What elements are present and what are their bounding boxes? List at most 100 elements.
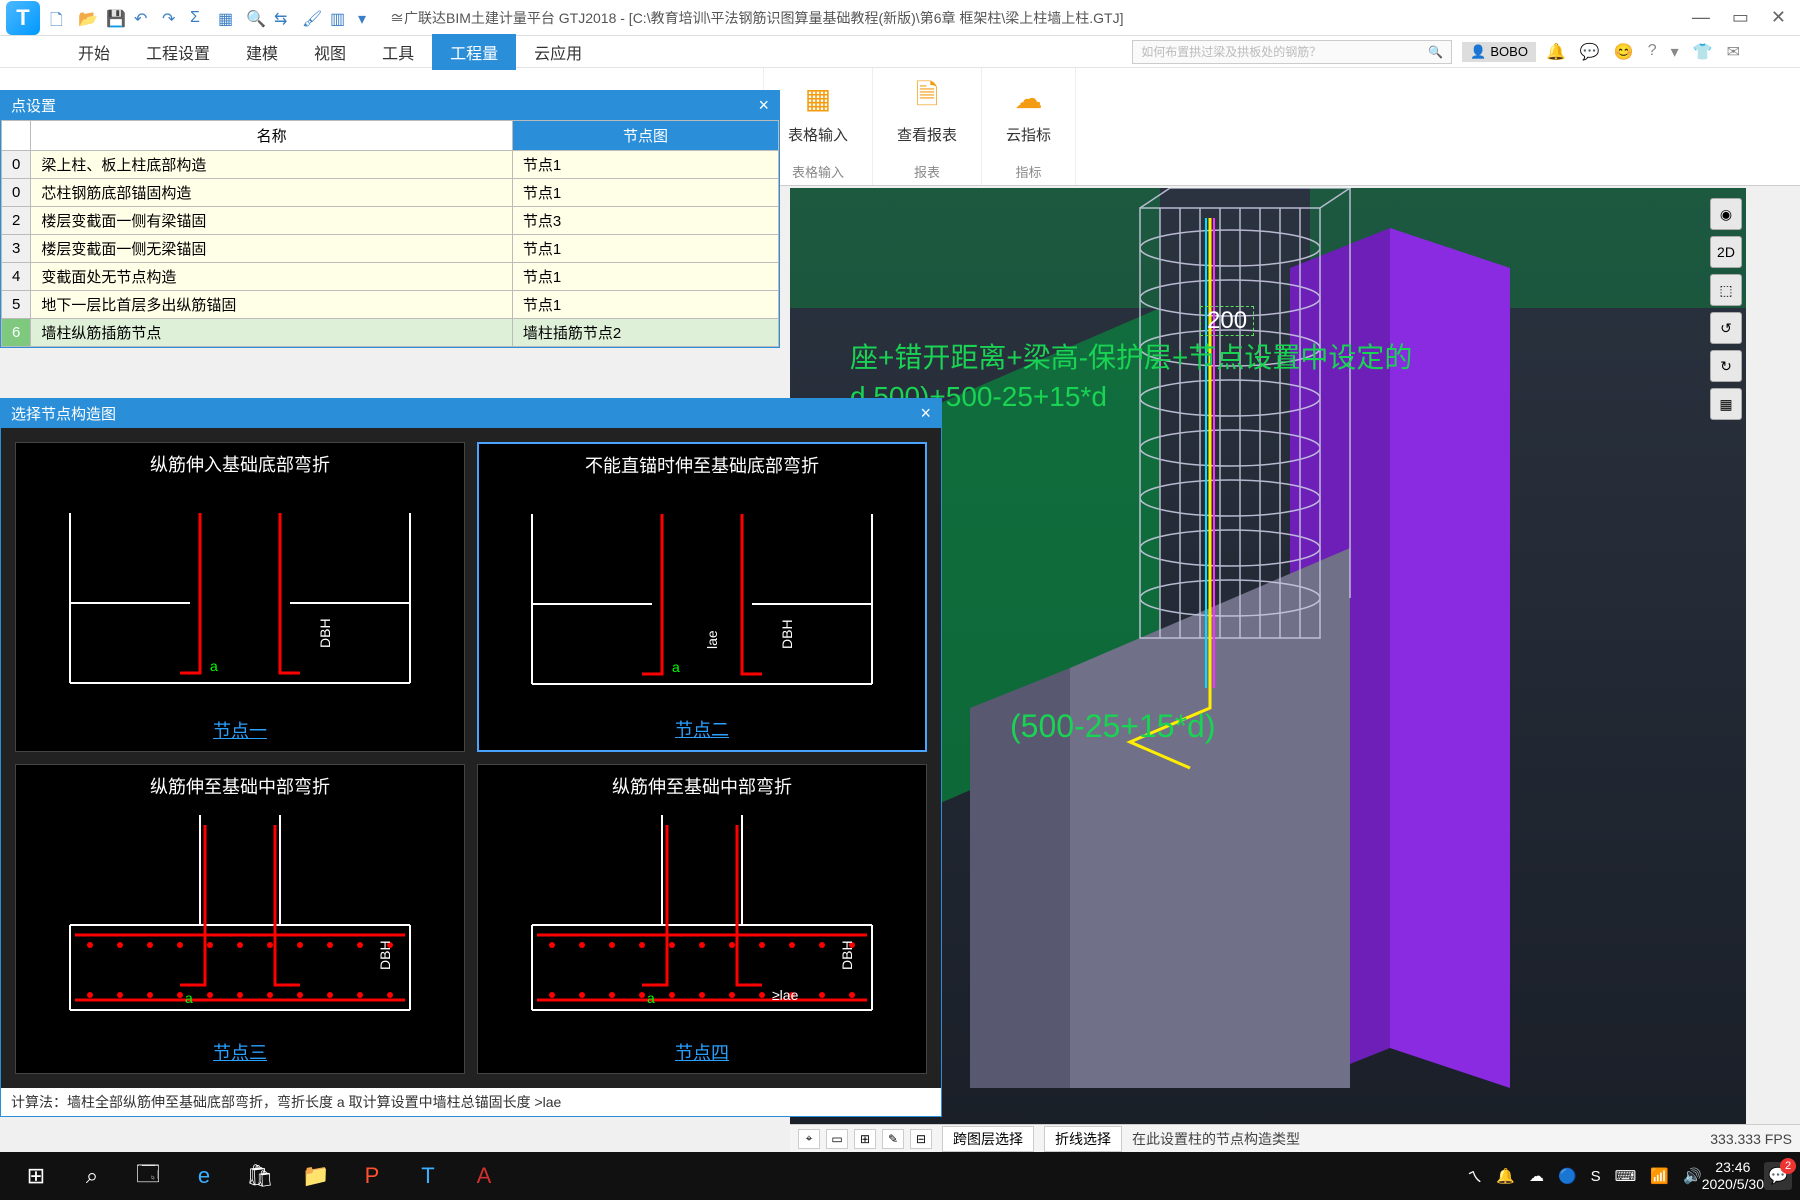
ribbon-group-label: 指标 — [1016, 162, 1042, 181]
statusbar-icon[interactable]: ✎ — [882, 1129, 904, 1149]
taskbar-item[interactable]: ⊞ — [8, 1152, 64, 1200]
taskbar-item[interactable]: A — [456, 1152, 512, 1200]
node-row[interactable]: 6墙柱纵筋插筋节点墙柱插筋节点2 — [2, 319, 779, 347]
viewport-tool[interactable]: ↺ — [1710, 312, 1742, 344]
clock[interactable]: 23:46 2020/5/30 — [1702, 1159, 1764, 1193]
node-row[interactable]: 4变截面处无节点构造节点1 — [2, 263, 779, 291]
diagram-footer-note: 计算法：墙柱全部纵筋伸至基础底部弯折，弯折长度 a 取计算设置中墙柱总锚固长度 … — [1, 1088, 941, 1116]
top-icon[interactable]: 😊 — [1614, 42, 1634, 62]
viewport-tool[interactable]: ▦ — [1710, 388, 1742, 420]
qat-swap-icon[interactable]: ⇆ — [274, 9, 292, 27]
viewport-tool[interactable]: ⬚ — [1710, 274, 1742, 306]
window-controls: — ▭ ✕ — [1692, 7, 1794, 28]
tray-icon[interactable]: 📶 — [1650, 1167, 1669, 1185]
ribbon-表格输入[interactable]: ▦表格输入 — [788, 78, 848, 145]
viewport-toolbar: ◉ 2D ⬚ ↺ ↻ ▦ — [1710, 198, 1746, 420]
tray-icon[interactable]: ☁ — [1529, 1167, 1544, 1185]
close-button[interactable]: ✕ — [1771, 7, 1786, 28]
qat-new-icon[interactable]: 🗋 — [50, 9, 68, 27]
polyline-select-button[interactable]: 折线选择 — [1044, 1126, 1122, 1152]
search-input[interactable]: 如何布置拱过梁及拱板处的钢筋？ 🔍 — [1132, 40, 1452, 64]
qat-brush-icon[interactable]: 🖌 — [302, 9, 320, 27]
taskbar-item[interactable]: P — [344, 1152, 400, 1200]
diagram-caption: 节点二 — [479, 716, 925, 742]
tray-icon[interactable]: S — [1591, 1168, 1601, 1185]
statusbar-icon[interactable]: ▭ — [826, 1129, 848, 1149]
maximize-button[interactable]: ▭ — [1732, 7, 1749, 28]
minimize-button[interactable]: — — [1692, 7, 1710, 28]
search-icon[interactable]: 🔍 — [1428, 45, 1443, 59]
svg-text:lae: lae — [704, 630, 720, 649]
taskbar-item[interactable]: 📁 — [288, 1152, 344, 1200]
diagram-caption: 节点三 — [16, 1039, 464, 1065]
top-icon[interactable]: ? — [1648, 42, 1657, 62]
panel-title: 点设置 — [11, 95, 56, 116]
menu-云应用[interactable]: 云应用 — [516, 34, 600, 70]
qat-dropdown-icon[interactable]: ▾ — [358, 9, 376, 27]
menu-工程量[interactable]: 工程量 — [432, 34, 516, 70]
cross-layer-select-button[interactable]: 跨图层选择 — [942, 1126, 1034, 1152]
ribbon-查看报表[interactable]: 🗎查看报表 — [897, 78, 957, 145]
panel-close-button[interactable]: × — [758, 95, 769, 116]
menu-工具[interactable]: 工具 — [364, 34, 432, 70]
qat-redo-icon[interactable]: ↷ — [162, 9, 180, 27]
qat-save-icon[interactable]: 💾 — [106, 9, 124, 27]
node-row[interactable]: 0芯柱钢筋底部锚固构造节点1 — [2, 179, 779, 207]
diagram-caption: 节点四 — [478, 1039, 926, 1065]
taskbar: ⊞⌕🗔e🛍📁PTA ㄟ 🔔 ☁ 🔵 S ⌨ 📶 🔊 23:46 2020/5/30 💬2 — [0, 1152, 1800, 1200]
node-row[interactable]: 0梁上柱、板上柱底部构造节点1 — [2, 151, 779, 179]
svg-text:a: a — [647, 990, 655, 1006]
diagram-option[interactable]: 纵筋伸入基础底部弯折DBHa节点一 — [15, 442, 465, 752]
qat-undo-icon[interactable]: ↶ — [134, 9, 152, 27]
ribbon-云指标[interactable]: ☁云指标 — [1006, 78, 1051, 145]
tray-icon[interactable]: ㄟ — [1467, 1166, 1482, 1187]
qat-search-icon[interactable]: 🔍 — [246, 9, 264, 27]
status-hint: 在此设置柱的节点构造类型 — [1132, 1129, 1300, 1149]
taskbar-item[interactable]: T — [400, 1152, 456, 1200]
window-title: ≅广联达BIM土建计量平台 GTJ2018 - [C:\教育培训\平法钢筋识图算… — [390, 8, 1692, 28]
statusbar-icon[interactable]: ⊟ — [910, 1129, 932, 1149]
diagram-caption: 节点一 — [16, 717, 464, 743]
statusbar-icon[interactable]: ⊞ — [854, 1129, 876, 1149]
svg-text:a: a — [210, 658, 218, 674]
node-table: 名称 节点图 0梁上柱、板上柱底部构造节点10芯柱钢筋底部锚固构造节点12楼层变… — [1, 120, 779, 347]
menu-视图[interactable]: 视图 — [296, 34, 364, 70]
menu-建模[interactable]: 建模 — [228, 34, 296, 70]
diagram-option[interactable]: 纵筋伸至基础中部弯折DBHa节点三 — [15, 764, 465, 1074]
taskbar-item[interactable]: 🛍 — [232, 1152, 288, 1200]
menu-工程设置[interactable]: 工程设置 — [128, 34, 228, 70]
qat-ruler-icon[interactable]: ▥ — [330, 9, 348, 27]
top-icon[interactable]: 💬 — [1580, 42, 1600, 62]
menu-开始[interactable]: 开始 — [60, 34, 128, 70]
notification-center[interactable]: 💬2 — [1764, 1162, 1792, 1190]
panel2-close-button[interactable]: × — [920, 403, 931, 424]
top-icon[interactable]: 👕 — [1693, 42, 1713, 62]
node-row[interactable]: 5地下一层比首层多出纵筋锚固节点1 — [2, 291, 779, 319]
qat-open-icon[interactable]: 📂 — [78, 9, 96, 27]
tray-icon[interactable]: 🔊 — [1683, 1167, 1702, 1185]
col-value[interactable]: 节点图 — [512, 121, 778, 151]
taskbar-item[interactable]: e — [176, 1152, 232, 1200]
viewport-tool[interactable]: ◉ — [1710, 198, 1742, 230]
viewport-tool[interactable]: 2D — [1710, 236, 1742, 268]
search-placeholder: 如何布置拱过梁及拱板处的钢筋？ — [1141, 43, 1321, 60]
diagram-option[interactable]: 纵筋伸至基础中部弯折DBH≥laea节点四 — [477, 764, 927, 1074]
top-icon[interactable]: ✉ — [1727, 42, 1740, 62]
statusbar-icon[interactable]: ⌖ — [798, 1129, 820, 1149]
node-row[interactable]: 3楼层变截面一侧无梁锚固节点1 — [2, 235, 779, 263]
top-icon[interactable]: 🔔 — [1546, 42, 1566, 62]
statusbar: ⌖ ▭ ⊞ ✎ ⊟ 跨图层选择 折线选择 在此设置柱的节点构造类型 333.333 FP… — [790, 1124, 1800, 1152]
tray-icon[interactable]: 🔵 — [1558, 1167, 1577, 1185]
diagram-option[interactable]: 不能直锚时伸至基础底部弯折DBHlaea节点二 — [477, 442, 927, 752]
node-row[interactable]: 2楼层变截面一侧有梁锚固节点3 — [2, 207, 779, 235]
taskbar-item[interactable]: 🗔 — [120, 1152, 176, 1200]
user-chip[interactable]: 👤 BOBO — [1462, 42, 1536, 62]
qat-sigma-icon[interactable]: Σ — [190, 9, 208, 27]
tray-icon[interactable]: 🔔 — [1496, 1167, 1515, 1185]
tray-icon[interactable]: ⌨ — [1615, 1167, 1637, 1185]
viewport-tool[interactable]: ↻ — [1710, 350, 1742, 382]
qat-grid-icon[interactable]: ▦ — [218, 9, 236, 27]
taskbar-item[interactable]: ⌕ — [64, 1152, 120, 1200]
fps-counter: 333.333 FPS — [1710, 1131, 1792, 1147]
top-icon[interactable]: ▾ — [1671, 42, 1679, 62]
